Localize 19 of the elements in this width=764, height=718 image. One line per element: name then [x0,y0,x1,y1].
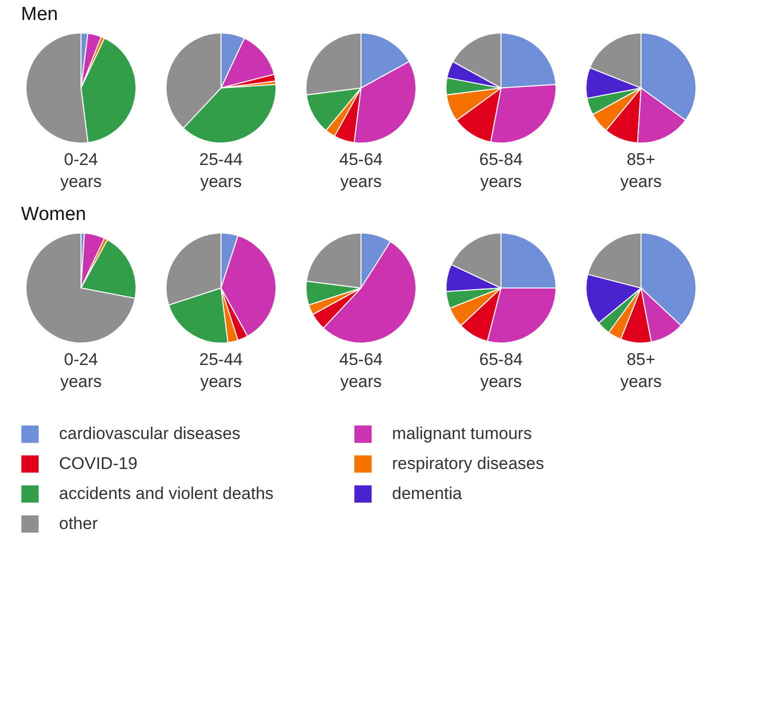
text: 65-84 years [479,350,523,391]
text: 45-64 years [339,150,383,191]
legend-label: accidents and violent deaths [59,484,274,503]
legend-label: other [59,514,98,533]
legend-label: respiratory diseases [392,454,544,473]
text: 25-44 years [199,150,243,191]
legend-label: COVID-19 [59,454,138,473]
legend-label: cardiovascular diseases [59,424,240,444]
text: 65-84 years [479,150,523,191]
chart-title: Women [21,204,86,225]
legend-label: dementia [392,484,462,503]
text: 0-24 years [60,350,102,391]
text: 0-24 years [60,150,102,191]
text: 45-64 years [339,350,383,391]
text: 85+ years [620,150,662,191]
text: 85+ years [620,350,662,391]
chart-title: Men [21,4,58,25]
legend-label: malignant tumours [392,424,532,444]
text: 25-44 years [199,350,243,391]
